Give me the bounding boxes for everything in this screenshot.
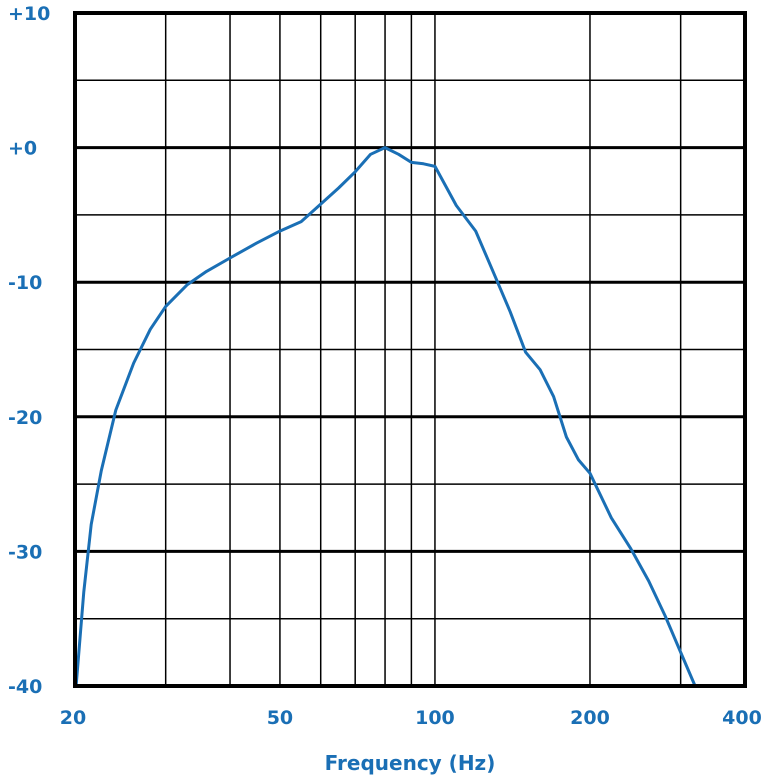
- y-tick-label: -30: [8, 541, 42, 563]
- x-axis-title: Frequency (Hz): [325, 751, 496, 775]
- series-line: [74, 146, 697, 688]
- plot-frame: [73, 11, 747, 688]
- x-tick-label: 20: [60, 707, 86, 729]
- x-tick-label: 50: [267, 707, 293, 729]
- y-tick-label: -10: [8, 272, 42, 294]
- x-tick-label: 400: [722, 707, 762, 729]
- y-tick-label: -40: [8, 676, 42, 698]
- y-tick-label: +10: [8, 3, 50, 25]
- grid-lines: [74, 11, 746, 688]
- y-axis-tick-labels: +10 +0 -10 -20 -30 -40: [8, 3, 50, 698]
- y-tick-label: +0: [8, 138, 37, 160]
- series-curve: [74, 146, 697, 688]
- y-tick-label: -20: [8, 407, 42, 429]
- x-axis-tick-labels: 20 50 100 200 400: [60, 707, 762, 729]
- x-tick-label: 200: [570, 707, 610, 729]
- x-tick-label: 100: [415, 707, 455, 729]
